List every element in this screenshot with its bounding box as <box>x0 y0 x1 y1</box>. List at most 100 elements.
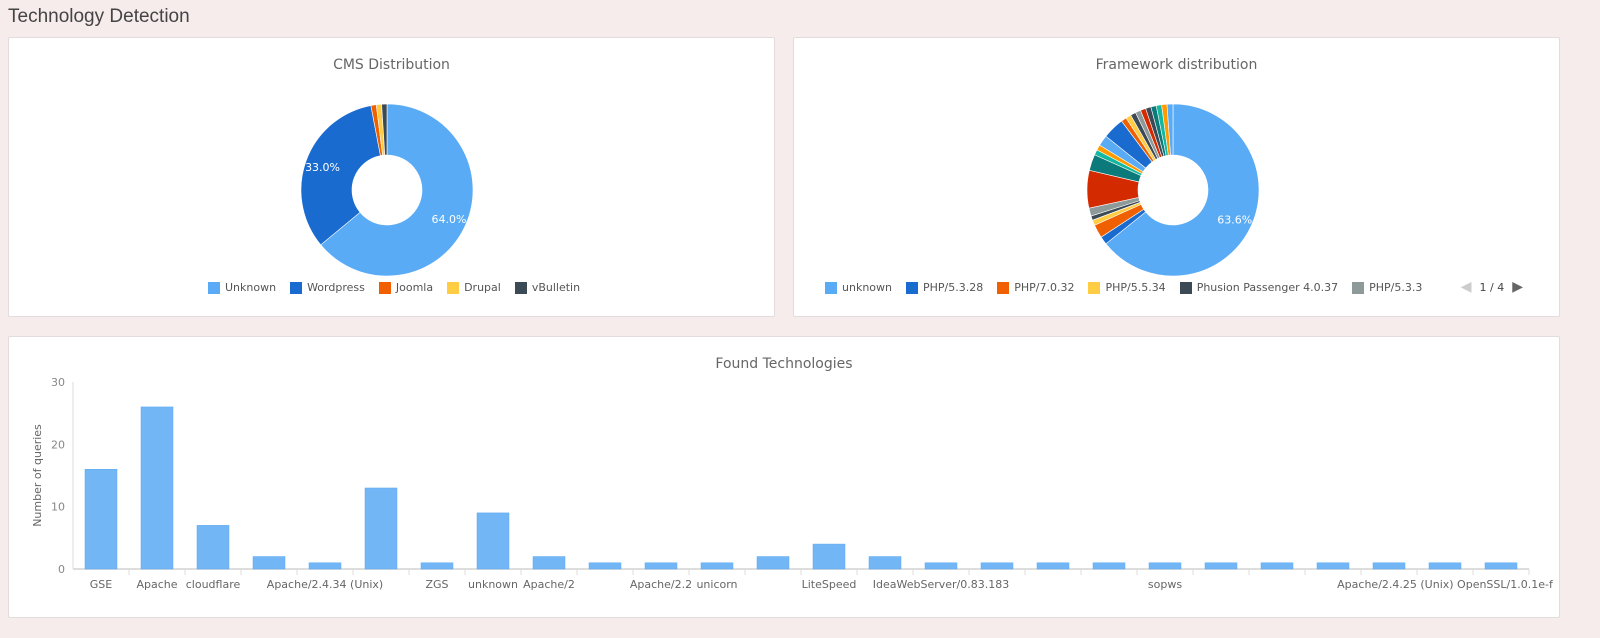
x-tick-label: IdeaWebServer/0.83.183 <box>873 578 1009 591</box>
y-tick-label: 10 <box>51 501 65 514</box>
pie-slice[interactable] <box>381 103 388 156</box>
legend-swatch <box>514 281 527 294</box>
x-tick-label: Apache/2 <box>523 578 575 591</box>
pie-slice[interactable] <box>1105 103 1260 277</box>
slice-label: 33.0% <box>305 161 340 174</box>
legend-label: Joomla <box>395 281 434 294</box>
bar[interactable] <box>1092 562 1126 570</box>
legend-label: vBulletin <box>531 281 581 294</box>
x-tick-label: sopws <box>1148 578 1182 591</box>
y-tick-label: 0 <box>58 563 65 576</box>
legend-swatch <box>1179 281 1192 294</box>
cms-legend: Unknown Wordpress Joomla Drupal vBulletin <box>208 281 580 294</box>
chart-title: CMS Distribution <box>333 57 450 73</box>
legend-label: PHP/5.5.34 <box>1105 281 1166 294</box>
bar[interactable] <box>700 562 734 570</box>
legend-swatch <box>290 281 303 294</box>
legend-swatch <box>1088 281 1101 294</box>
chart-title: Framework distribution <box>1095 57 1258 73</box>
framework-distribution-card: Framework distribution 63.6% unknown PHP/… <box>793 37 1560 317</box>
pie-slice[interactable] <box>320 103 474 277</box>
legend-item[interactable]: vBulletin <box>514 281 581 294</box>
bar[interactable] <box>1148 562 1182 570</box>
bar[interactable] <box>364 487 398 570</box>
legend-item[interactable]: Joomla <box>378 281 434 294</box>
legend-label: PHP/5.3.28 <box>922 281 984 294</box>
found-technologies-card: Found Technologies 0 10 20 30 Number of quer… <box>8 336 1560 618</box>
bar[interactable] <box>420 562 454 570</box>
legend-swatch <box>905 281 918 294</box>
slice-label: 64.0% <box>432 213 467 226</box>
bar[interactable] <box>1316 562 1350 570</box>
legend-item[interactable]: Drupal <box>447 281 501 294</box>
prev-page-icon[interactable]: ◀ <box>1460 279 1472 295</box>
legend-page-indicator: 1 / 4 <box>1479 280 1505 294</box>
bar[interactable] <box>196 525 230 570</box>
bar[interactable] <box>532 556 566 570</box>
bar[interactable] <box>812 543 846 570</box>
bar[interactable] <box>1428 562 1462 570</box>
x-tick-label: unknown <box>468 578 518 591</box>
legend-item[interactable]: PHP/5.5.34 <box>1088 281 1166 294</box>
framework-pie-chart: 63.6% <box>1086 103 1260 277</box>
legend-pager: ◀ 1 / 4 ▶ <box>1461 279 1523 295</box>
found-technologies-bar-chart: 0 10 20 30 Number of queries GSE Apache cloudfl… <box>31 376 1554 591</box>
legend-label: unknown <box>842 281 892 294</box>
legend-item[interactable]: Phusion Passenger 4.0.37 <box>1179 281 1339 294</box>
bar[interactable] <box>252 556 286 570</box>
bar[interactable] <box>924 562 958 570</box>
legend-item[interactable]: PHP/5.3.3 <box>1352 281 1422 294</box>
legend-label: PHP/7.0.32 <box>1014 281 1075 294</box>
legend-item[interactable]: unknown <box>825 281 892 294</box>
bar[interactable] <box>1036 562 1070 570</box>
bar[interactable] <box>644 562 678 570</box>
pie-slice[interactable] <box>1166 103 1174 156</box>
bar[interactable] <box>1484 562 1518 570</box>
legend-item[interactable]: PHP/7.0.32 <box>997 281 1074 294</box>
x-tick-label: unicorn <box>696 578 737 591</box>
legend-item[interactable]: Wordpress <box>290 281 365 294</box>
x-tick-label: cloudflare <box>186 578 241 591</box>
legend-swatch <box>208 281 220 294</box>
legend-label: Wordpress <box>307 281 365 294</box>
legend-swatch <box>825 281 837 294</box>
y-axis-label: Number of queries <box>31 424 44 527</box>
bar[interactable] <box>84 469 118 570</box>
x-tick-label: Apache/2.2 <box>630 578 692 591</box>
legend-label: PHP/5.3.3 <box>1369 281 1423 294</box>
legend-swatch <box>997 281 1010 294</box>
bar[interactable] <box>140 406 174 570</box>
cms-distribution-card: CMS Distribution 64.0% 33.0% Unknown Wordp… <box>8 37 775 317</box>
x-tick-label: ZGS <box>425 578 448 591</box>
pie-slice[interactable] <box>300 105 381 246</box>
x-tick-label: Apache <box>136 578 177 591</box>
cms-pie-chart: 64.0% 33.0% <box>300 103 474 277</box>
framework-legend: unknown PHP/5.3.28 PHP/7.0.32 PHP/5.5.34 Phu… <box>825 281 1422 294</box>
bar[interactable] <box>588 562 622 570</box>
next-page-icon[interactable]: ▶ <box>1512 279 1523 295</box>
legend-item[interactable]: Unknown <box>208 281 276 294</box>
legend-swatch <box>1352 281 1365 294</box>
legend-label: Drupal <box>464 281 501 294</box>
legend-label: Unknown <box>225 281 277 294</box>
legend-label: Phusion Passenger 4.0.37 <box>1196 281 1339 294</box>
slice-label: 63.6% <box>1217 214 1252 227</box>
bar[interactable] <box>1260 562 1294 570</box>
bar[interactable] <box>756 556 790 570</box>
y-tick-label: 20 <box>51 438 65 451</box>
x-tick-label: Apache/2.4.34 (Unix) <box>267 578 383 591</box>
bar[interactable] <box>980 562 1014 570</box>
y-tick-label: 30 <box>51 376 65 389</box>
x-tick-label: GSE <box>90 578 113 591</box>
page-title: Technology Detection <box>8 6 190 27</box>
chart-title: Found Technologies <box>715 356 853 372</box>
legend-swatch <box>378 281 391 294</box>
bar[interactable] <box>1204 562 1238 570</box>
legend-item[interactable]: PHP/5.3.28 <box>905 281 984 294</box>
bar[interactable] <box>308 562 342 570</box>
legend-swatch <box>447 281 460 294</box>
x-tick-label: LiteSpeed <box>802 578 857 591</box>
bar[interactable] <box>476 512 510 570</box>
bar[interactable] <box>1372 562 1406 570</box>
bar[interactable] <box>868 556 902 570</box>
